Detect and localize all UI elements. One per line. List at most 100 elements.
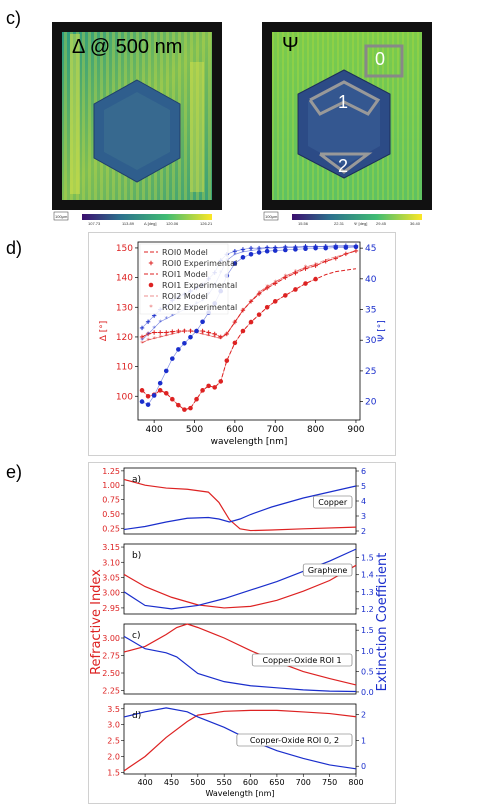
subplot-0-label: Copper [318,498,348,507]
y-left-tick-label-5: 150 [116,244,133,254]
series-3-point-17 [248,319,254,325]
subplot-3-yr-label-1: 1 [361,736,366,745]
series-8-point-6 [176,347,181,352]
subplot-1-yl-label-0: 2.95 [102,604,120,613]
series-6-point-0 [139,325,145,331]
subplot-2-label-box [251,653,353,667]
series-8-point-27 [343,245,349,250]
series-1-point-10 [200,328,205,334]
series-8-point-21 [283,247,288,253]
subplot-0-yr-label-0: 2 [361,527,366,536]
y-left-axis-label: Δ [°] [99,321,109,342]
series-7-point-1: * [146,331,150,339]
series-3-point-18 [256,312,262,317]
delta-map-title: Δ @ 500 nm [72,36,183,58]
x-axis-label: wavelength [nm] [211,437,288,447]
series-5-point-12: * [213,333,217,341]
legend-swatch-3 [148,282,154,288]
series-3-point-8 [188,405,193,411]
series-8-point-18 [256,250,262,255]
delta-map-scale-label: 100μm [55,214,68,219]
series-7-point-17: * [249,247,253,255]
panel-letter-c: c) [6,8,21,28]
x-tick-label-5: 900 [347,425,364,435]
series-5-point-23: * [304,264,308,272]
series-7-point-2: * [152,324,156,332]
legend-label-3: ROI1 Experimental [162,281,237,290]
subplot-1-yl-label-3: 3.10 [102,558,120,567]
e-x-tick-label-0: 400 [137,778,152,787]
series-3-point-6 [176,402,181,408]
series-3-point-22 [293,287,298,292]
series-5-point-1: * [146,336,150,344]
series-7-point-0: * [140,337,144,345]
subplot-1-yr-label-1: 1.3 [361,588,374,597]
series-3-point-7 [182,407,187,412]
series-1-point-3 [158,330,163,335]
x-tick-label-1: 500 [186,425,203,435]
series-1-point-12 [212,331,217,337]
delta-map: Δ @ 500 nm 100μm 107.73 113.89 Δ [deg] 1… [52,22,222,230]
series-8-point-0 [139,399,145,404]
roi-2-label: 2 [338,156,349,176]
subplot-1-k-line [123,548,357,610]
e-y-left-axis-label: Refractive Index [89,569,104,675]
subplot-0-n-line [123,478,357,532]
x-tick-label-3: 700 [267,425,284,435]
subplot-3-yl-label-2: 2.5 [107,737,120,746]
subplot-0-yl-label-3: 1.00 [102,481,120,490]
e-x-tick-label-2: 500 [190,778,205,787]
subplot-3-letter: d) [132,711,141,721]
subplot-3-yr-label-2: 2 [361,710,366,719]
series-3-point-3 [157,388,163,393]
series-5-point-3: * [158,333,162,341]
subplot-0-yr-label-3: 5 [361,482,366,491]
y-left-tick-label-2: 120 [116,333,133,343]
delta-cb-label: Δ [deg] [144,221,157,226]
series-5-point-13: * [219,335,223,343]
series-1-point-0 [139,334,145,340]
series-5-point-4: * [165,332,169,340]
subplot-1-yr-label-2: 1.4 [361,571,374,580]
e-x-axis-label: Wavelength [nm] [205,789,274,798]
series-8-point-4 [163,368,169,374]
subplot-0-letter: a) [132,475,141,485]
subplot-0-yl-label-1: 0.50 [102,510,120,519]
y-right-tick-label-5: 45 [365,244,376,254]
subplot-1-yr-label-3: 1.5 [361,554,374,563]
series-8-point-5 [170,356,175,361]
subplot-0-k-line [123,485,357,531]
series-8-point-1 [145,402,151,407]
psi-map-title: Ψ [282,34,299,56]
series-3-point-21 [283,293,288,298]
subplot-2-yr-label-2: 1.0 [361,647,374,656]
subplot-2-yr-label-1: 0.5 [361,667,374,676]
series-3-point-15 [232,340,238,346]
subplot-2-letter: c) [132,631,140,641]
subplot-3-label-box [236,733,353,747]
series-1-point-26 [333,256,338,261]
series-6-point-15 [232,249,238,254]
subplot-3-yl-label-3: 3.0 [107,721,120,730]
subplot-3-k-line [123,707,357,770]
series-5-trace [141,263,316,344]
e-x-tick-label-1: 450 [164,778,179,787]
series-8-point-17 [248,251,254,257]
series-5-point-16: * [241,307,245,315]
series-5-point-11: * [207,332,211,340]
series-1-point-2 [151,330,157,335]
series-3-point-12 [212,385,217,390]
e-x-tick-label-3: 550 [217,778,232,787]
series-3-point-10 [200,388,205,393]
series-5-point-18: * [257,289,261,297]
series-8-point-28 [353,244,359,250]
legend-label-4: ROI2 Model [162,292,208,301]
subplot-2-yl-label-1: 2.50 [102,669,120,678]
series-5-point-0: * [140,339,144,347]
series-8-point-26 [333,245,339,250]
series-3-point-13 [218,379,224,384]
psi-map-image [262,32,432,230]
legend-label-2: ROI1 Model [162,270,208,279]
delta-cb-tick-2: 120.06 [166,221,179,226]
delta-cb-tick-3: 126.21 [200,221,213,226]
